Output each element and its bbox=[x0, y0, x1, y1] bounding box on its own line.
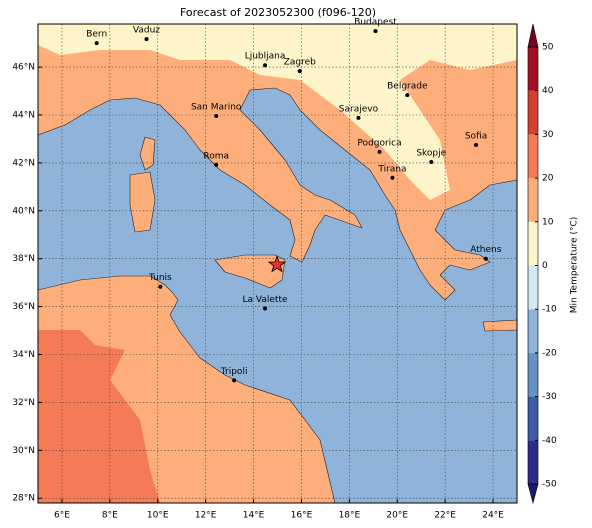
colorbar-bin bbox=[528, 396, 538, 441]
sicily bbox=[214, 254, 286, 289]
corsica bbox=[139, 136, 156, 171]
y-tick-label: 28°N bbox=[12, 494, 35, 504]
city-marker bbox=[94, 41, 99, 46]
city-label: Tunis bbox=[148, 273, 172, 283]
colorbar-tick-label: -30 bbox=[542, 392, 557, 402]
colorbar-extend-low bbox=[527, 483, 539, 505]
city-label: Zagreb bbox=[284, 58, 316, 68]
colorbar-label: Min Temperature (°C) bbox=[570, 217, 580, 314]
city-marker bbox=[214, 113, 219, 118]
city-marker bbox=[377, 149, 382, 154]
x-tick-label: 14°E bbox=[243, 511, 265, 521]
city-label: Belgrade bbox=[387, 82, 428, 92]
colorbar-tick-label: -10 bbox=[542, 305, 557, 315]
city-marker bbox=[214, 162, 219, 167]
colorbar: -50 -40 -30 -20 -10 0 10 20 30 40 50 bbox=[527, 23, 557, 505]
colorbar-tick-label: 50 bbox=[542, 43, 554, 53]
colorbar-tick-label: -40 bbox=[542, 436, 557, 446]
city-label: Tirana bbox=[377, 164, 406, 174]
city-marker bbox=[373, 29, 378, 34]
x-tick-label: 20°E bbox=[386, 511, 408, 521]
x-tick-label: 22°E bbox=[434, 511, 456, 521]
y-tick-label: 42°N bbox=[12, 158, 35, 168]
city-label: Sofia bbox=[465, 131, 487, 141]
city-label: La Valette bbox=[243, 295, 288, 305]
x-tick-label: 8°E bbox=[102, 511, 118, 521]
city-label: Podgorica bbox=[357, 138, 401, 148]
colorbar-tick-label: 0 bbox=[542, 261, 548, 271]
y-tick-label: 38°N bbox=[12, 254, 35, 264]
y-tick-label: 32°N bbox=[12, 398, 35, 408]
chart-title: Forecast of 2023052300 (f096-120) bbox=[180, 6, 376, 19]
y-tick-label: 46°N bbox=[12, 63, 35, 73]
colorbar-bin bbox=[528, 90, 538, 135]
colorbar-tick-label: -50 bbox=[542, 480, 557, 490]
x-tick-label: 24°E bbox=[482, 511, 504, 521]
y-tick-label: 40°N bbox=[12, 206, 35, 216]
y-tick-label: 34°N bbox=[12, 350, 35, 360]
colorbar-bin bbox=[528, 221, 538, 266]
colorbar-bin bbox=[528, 352, 538, 397]
city-marker bbox=[232, 378, 237, 383]
x-tick-label: 6°E bbox=[54, 511, 70, 521]
city-marker bbox=[297, 69, 302, 74]
colorbar-bin bbox=[528, 47, 538, 91]
y-tick-label: 36°N bbox=[12, 302, 35, 312]
city-marker bbox=[483, 256, 488, 261]
city-marker bbox=[474, 142, 479, 147]
map-area bbox=[38, 24, 517, 503]
city-label: Budapest bbox=[354, 18, 397, 28]
city-label: Roma bbox=[203, 151, 229, 161]
x-tick-label: 16°E bbox=[291, 511, 313, 521]
x-tick-label: 18°E bbox=[339, 511, 361, 521]
colorbar-tick-label: 40 bbox=[542, 86, 554, 96]
map-frame bbox=[37, 23, 518, 504]
colorbar-extend-high bbox=[527, 23, 539, 48]
city-marker bbox=[263, 63, 268, 68]
colorbar-bin bbox=[528, 178, 538, 222]
city-marker bbox=[405, 93, 410, 98]
city-marker bbox=[356, 115, 361, 120]
city-label: Athens bbox=[470, 245, 501, 255]
city-marker bbox=[429, 159, 434, 164]
colorbar-bin bbox=[528, 265, 538, 310]
city-label: Tripoli bbox=[220, 367, 248, 377]
y-tick-label: 44°N bbox=[12, 111, 35, 121]
city-label: Sarajevo bbox=[339, 104, 379, 114]
cool-region bbox=[38, 24, 517, 200]
colorbar-tick-label: 30 bbox=[542, 130, 554, 140]
city-label: Ljubljana bbox=[245, 52, 286, 62]
city-label: Bern bbox=[86, 30, 107, 40]
y-tick-label: 30°N bbox=[12, 446, 35, 456]
sardinia bbox=[129, 171, 156, 233]
city-label: Vaduz bbox=[133, 26, 160, 36]
colorbar-bin bbox=[528, 440, 538, 484]
warm-region bbox=[38, 330, 160, 503]
city-label: San Marino bbox=[191, 102, 242, 112]
city-label: Skopje bbox=[416, 148, 446, 158]
star-marker bbox=[267, 255, 287, 273]
crete bbox=[482, 319, 517, 332]
colorbar-tick-label: 10 bbox=[542, 217, 554, 227]
colorbar-tick-label: 20 bbox=[542, 174, 554, 184]
colorbar-bin bbox=[528, 134, 538, 179]
city-marker bbox=[144, 37, 149, 42]
city-marker bbox=[158, 284, 163, 289]
city-marker bbox=[390, 175, 395, 180]
colorbar-bin bbox=[528, 309, 538, 353]
city-marker bbox=[263, 306, 268, 311]
x-tick-label: 12°E bbox=[195, 511, 217, 521]
x-tick-label: 10°E bbox=[147, 511, 169, 521]
colorbar-tick-label: -20 bbox=[542, 348, 557, 358]
